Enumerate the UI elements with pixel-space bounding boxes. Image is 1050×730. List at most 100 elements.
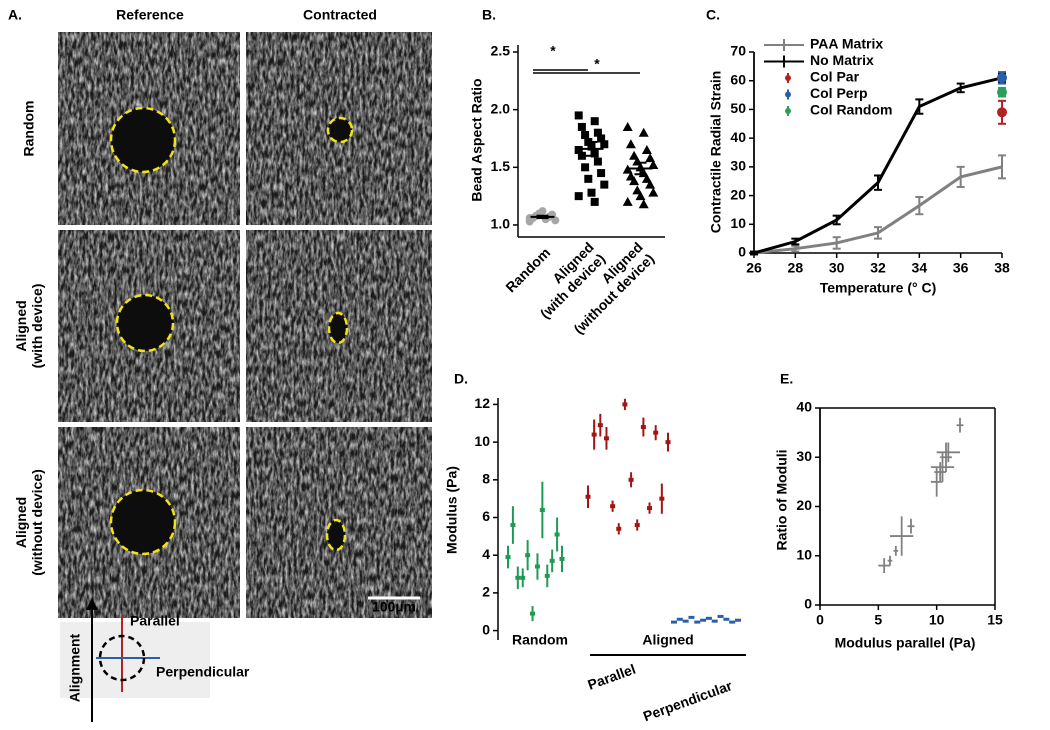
bead-outline bbox=[325, 518, 347, 552]
y-tick-label: 20 bbox=[796, 497, 812, 513]
group-label: Parallel bbox=[585, 661, 637, 693]
point bbox=[584, 174, 593, 183]
point bbox=[648, 187, 659, 197]
point bbox=[581, 131, 590, 140]
x-tick-label: 10 bbox=[929, 612, 945, 628]
point bbox=[597, 169, 606, 178]
legend-swatch bbox=[785, 91, 791, 98]
point bbox=[997, 87, 1007, 98]
point bbox=[600, 180, 609, 189]
diagram-box bbox=[60, 622, 210, 698]
y-tick-label: 4 bbox=[482, 546, 490, 562]
alignment-diagram bbox=[60, 598, 210, 722]
point bbox=[600, 140, 609, 149]
panel-label: E. bbox=[780, 371, 793, 387]
x-tick-label: 0 bbox=[816, 612, 824, 628]
y-tick-label: 60 bbox=[730, 71, 746, 87]
error-bar bbox=[956, 165, 965, 188]
y-tick-label: 1.5 bbox=[491, 158, 511, 174]
group-label: Perpendicular bbox=[641, 677, 735, 724]
y-tick-label: 2 bbox=[482, 584, 490, 600]
legend-label: Col Perp bbox=[810, 85, 868, 101]
y-tick-label: 2.5 bbox=[491, 43, 511, 59]
point bbox=[632, 185, 643, 195]
error-bar bbox=[536, 214, 549, 220]
legend-swatch bbox=[785, 108, 791, 114]
y-tick-label: 0 bbox=[804, 596, 812, 612]
point bbox=[590, 149, 599, 158]
scale-bar-label: 100µm bbox=[372, 599, 416, 615]
panel-label: B. bbox=[482, 7, 496, 23]
parallel-label: Parallel bbox=[130, 613, 180, 629]
error-bar bbox=[832, 214, 841, 226]
row-label: Random bbox=[21, 101, 37, 157]
group-label: Random bbox=[512, 632, 568, 648]
row-label: Aligned(with device) bbox=[13, 284, 45, 369]
error-bar bbox=[832, 236, 841, 250]
error-bar bbox=[874, 174, 882, 191]
point bbox=[629, 176, 640, 186]
panel-label: C. bbox=[706, 7, 720, 23]
bead bbox=[111, 490, 175, 554]
panel-label: A. bbox=[8, 7, 22, 23]
x-tick-label: 38 bbox=[994, 260, 1010, 276]
y-tick-label: 10 bbox=[730, 215, 746, 231]
y-tick-label: 0 bbox=[738, 244, 746, 260]
point bbox=[538, 207, 547, 216]
point bbox=[997, 107, 1007, 118]
axis-label: Alignment bbox=[67, 633, 83, 702]
y-axis-label: Contractile Radial Strain bbox=[708, 71, 724, 234]
y-axis-label: Ratio of Moduli bbox=[774, 449, 790, 550]
legend-swatch bbox=[785, 75, 791, 81]
x-tick-label: 36 bbox=[953, 260, 969, 276]
y-axis-label: Modulus (Pa) bbox=[444, 466, 460, 554]
legend-label: PAA Matrix bbox=[810, 36, 883, 52]
y-tick-label: 30 bbox=[730, 158, 746, 174]
bead bbox=[117, 295, 173, 351]
point bbox=[638, 199, 649, 209]
y-tick-label: 6 bbox=[482, 508, 490, 524]
bead-outline bbox=[326, 116, 354, 144]
y-tick-label: 30 bbox=[796, 448, 812, 464]
significance-label: * bbox=[550, 43, 556, 59]
point bbox=[525, 214, 534, 223]
group-label: Aligned bbox=[642, 632, 693, 648]
bead-outline bbox=[115, 293, 175, 353]
y-tick-label: 0 bbox=[482, 621, 490, 637]
y-tick-label: 40 bbox=[730, 129, 746, 145]
point bbox=[641, 145, 652, 155]
x-tick-label: 32 bbox=[870, 260, 886, 276]
point bbox=[590, 117, 599, 126]
micrographs bbox=[58, 32, 432, 618]
point bbox=[622, 121, 633, 131]
bead bbox=[328, 118, 352, 142]
point bbox=[577, 151, 586, 160]
point bbox=[635, 191, 646, 201]
point bbox=[574, 111, 583, 120]
error-bar bbox=[585, 140, 598, 157]
point bbox=[648, 160, 659, 170]
y-tick-label: 10 bbox=[474, 433, 490, 449]
panel-label: D. bbox=[454, 371, 468, 387]
point bbox=[551, 216, 560, 225]
error-bar bbox=[956, 82, 965, 94]
x-tick-label: 26 bbox=[746, 260, 762, 276]
point bbox=[574, 192, 583, 201]
column-label: Reference bbox=[116, 7, 184, 23]
point bbox=[593, 128, 602, 137]
bead-outline bbox=[98, 634, 146, 682]
row-label: Aligned(without device) bbox=[13, 469, 45, 576]
y-tick-label: 50 bbox=[730, 100, 746, 116]
y-tick-label: 40 bbox=[796, 399, 812, 415]
y-axis-label: Bead Aspect Ratio bbox=[469, 78, 485, 201]
error-bar bbox=[791, 237, 800, 246]
x-tick-label: 34 bbox=[912, 260, 928, 276]
bead-outline bbox=[109, 488, 177, 556]
bead-outline bbox=[327, 311, 349, 345]
bead bbox=[327, 520, 345, 550]
point bbox=[577, 122, 586, 131]
bead bbox=[111, 108, 175, 172]
legend-label: No Matrix bbox=[810, 52, 874, 68]
y-tick-label: 20 bbox=[730, 186, 746, 202]
error-bar bbox=[750, 250, 758, 256]
